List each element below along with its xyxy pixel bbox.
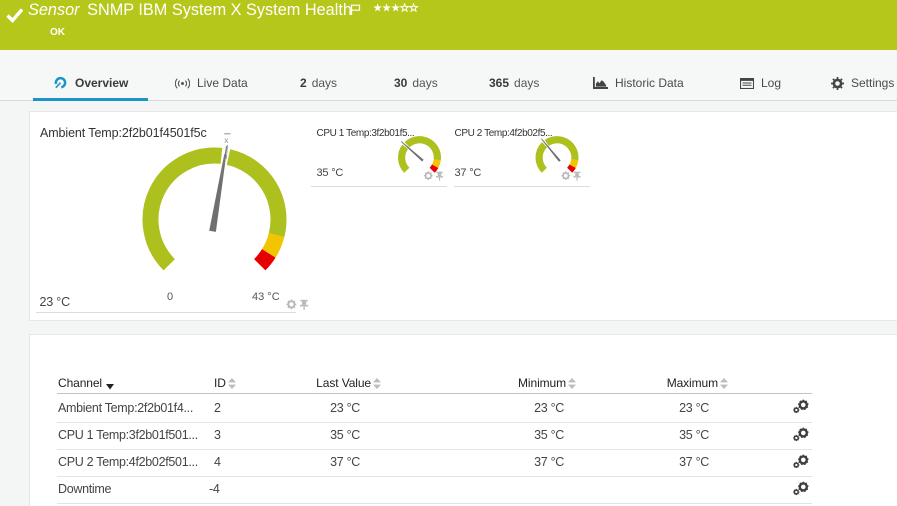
svg-text:x: x (224, 135, 229, 145)
